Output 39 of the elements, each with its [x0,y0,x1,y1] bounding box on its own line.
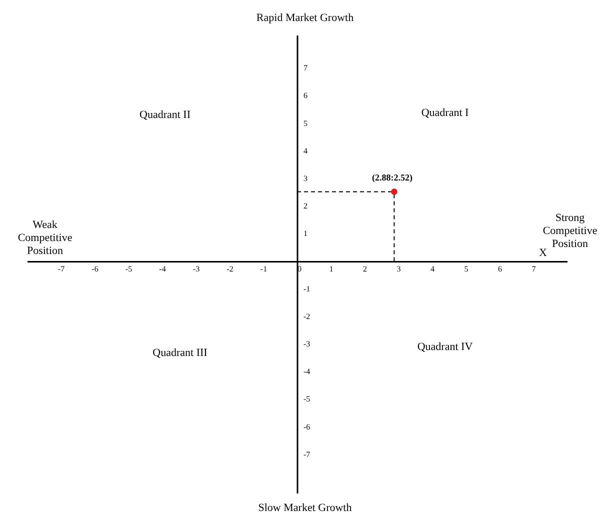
y-tick-label: -2 [304,312,310,321]
x-tick-label: -2 [226,264,234,274]
x-tick-label: 3 [396,264,401,274]
y-tick-label: -7 [304,450,310,459]
annotation: Quadrant I [421,107,470,119]
y-tick-label: -6 [304,422,310,432]
text: Slow Market Growth [258,502,352,514]
x-tick-label: -5 [125,264,132,274]
x-tick-label: -4 [159,264,166,274]
x-tick-label: -3 [192,264,200,274]
y-tick-label: 6 [304,91,308,100]
annotation: Quadrant IV [417,341,473,353]
y-tick-label: -1 [304,284,310,294]
x-tick-label: 4 [430,264,434,274]
x-tick-label: 0 [298,264,302,274]
x-tick-label: 5 [464,264,468,274]
annotation: Quadrant III [152,347,208,359]
y-tick-label: -4 [304,367,310,376]
x-tick-label: -6 [92,264,98,274]
x-tick-label: 7 [532,264,536,274]
annotation: Weak Competitive Position [18,219,72,257]
y-tick-label: 5 [304,118,308,128]
y-tick-label: 7 [304,64,308,73]
annotation: Strong Competitive Position [542,212,598,250]
y-tick-label: 4 [304,146,308,156]
x-tick-label: 1 [329,264,334,274]
y-tick-label: -5 [304,394,310,404]
x-tick-label: -7 [58,264,65,274]
x-tick-label: 6 [498,264,502,274]
y-tick-label: 3 [304,174,308,183]
text: Rapid Market Growth [256,12,354,24]
data-label: (2.88:2.52) [372,172,412,183]
annotation: Quadrant II [139,109,191,121]
y-tick-label: -3 [304,340,310,349]
x-tick-label: -1 [260,264,268,274]
x-axis-title: X [539,247,548,259]
y-tick-label: 2 [304,202,308,211]
x-tick-label: 2 [363,264,367,274]
y-tick-label: 1 [304,229,308,238]
